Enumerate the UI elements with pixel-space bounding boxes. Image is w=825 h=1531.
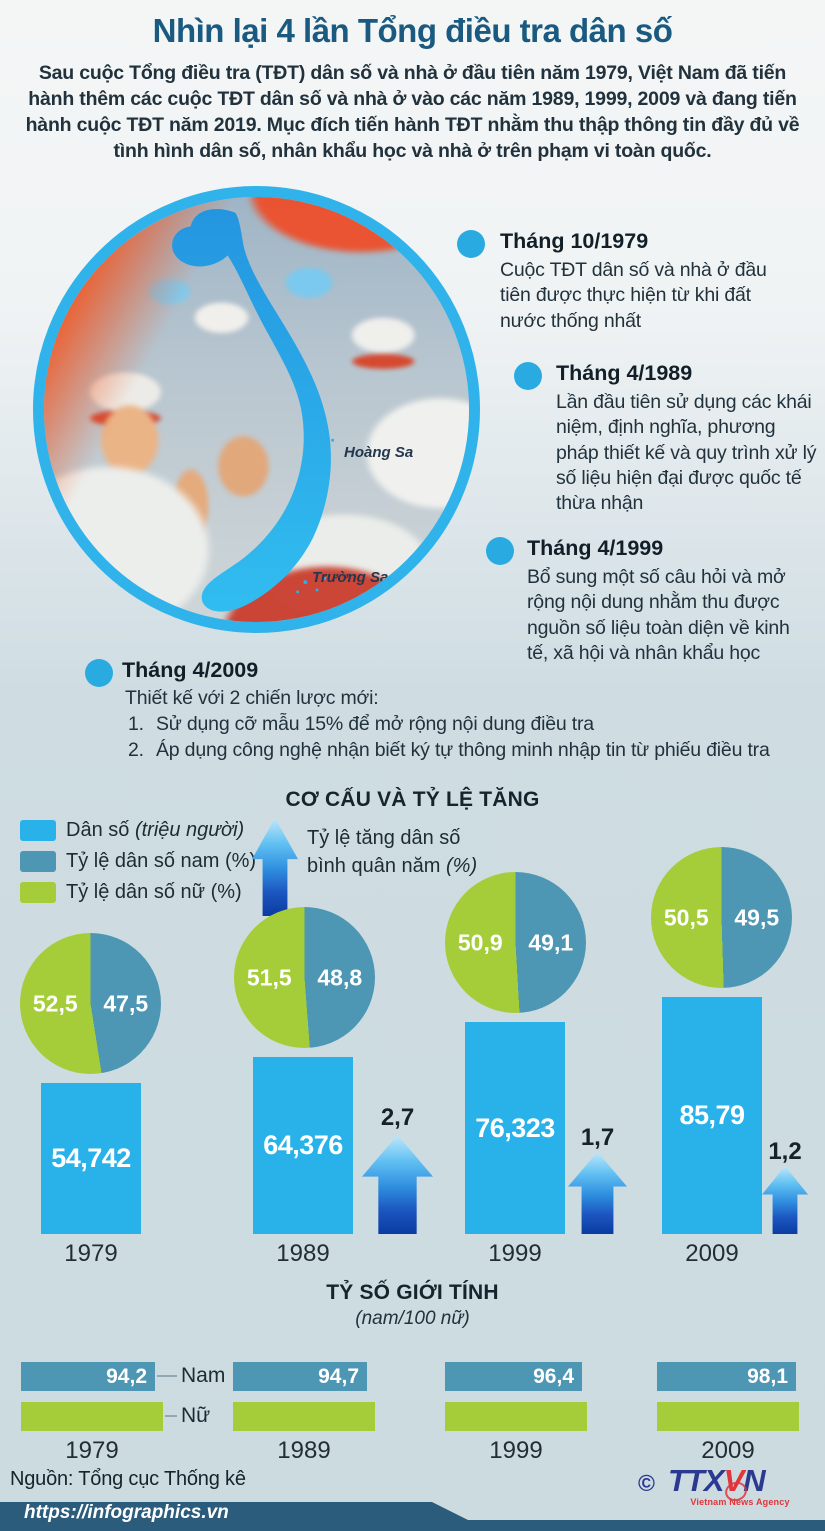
timeline-text-1979: Cuộc TĐT dân số và nhà ở đầu tiên được t… — [500, 259, 767, 332]
legend-population-text: Dân số — [66, 819, 135, 841]
ttxvn-logo: TTXVN — [668, 1463, 766, 1499]
item1-text: Sử dụng cỡ mẫu 15% để mở rộng nội dung đ… — [156, 713, 594, 735]
bar-2009 — [662, 997, 762, 1234]
timeline-text-1999: Bổ sung một số câu hỏi và mở rộng nội du… — [527, 566, 790, 665]
timeline-item2-2009: 2. Áp dụng công nghệ nhận biết ký tự thôn… — [128, 738, 818, 763]
timeline-date-1999: Tháng 4/1999 — [527, 536, 664, 560]
growth-1989-value: 2,7 — [380, 1104, 415, 1131]
growth-legend-unit: (%) — [446, 855, 478, 877]
gender-section-subtitle: (nam/100 nữ) — [355, 1308, 470, 1329]
pie-1999-female-value: 50,9 — [457, 929, 503, 955]
timeline-bullet-2009 — [85, 659, 113, 687]
gender-female-bar-1989 — [233, 1402, 375, 1431]
pie-1979-male-value: 47,5 — [103, 990, 149, 1016]
growth-legend-line1: Tỷ lệ tăng dân số — [307, 827, 461, 849]
growth-arrow-1999 — [568, 1152, 627, 1234]
gender-female-bar-2009 — [657, 1402, 799, 1431]
timeline-date-1979: Tháng 10/1979 — [500, 229, 649, 253]
pie-1989: 51,5 48,8 — [234, 907, 375, 1048]
bottom-banner: https://infographics.vn — [0, 1502, 825, 1531]
bar-1979-year: 1979 — [64, 1240, 118, 1267]
source-text: Nguồn: Tổng cục Thống kê — [10, 1468, 246, 1490]
logo-ttx-text: TTX — [668, 1463, 725, 1498]
growth-legend-line2: bình quân năm (%) — [307, 855, 477, 878]
timeline-item1-2009: 1. Sử dụng cỡ mẫu 15% để mở rộng nội dung… — [128, 712, 818, 737]
truong-sa-label: Trường Sa — [312, 569, 389, 586]
gender-year-2009: 2009 — [701, 1437, 755, 1464]
item2-text: Áp dụng công nghệ nhận biết ký tự thông … — [156, 739, 770, 761]
intro-paragraph: Sau cuộc Tổng điều tra (TĐT) dân số và n… — [25, 62, 800, 163]
growth-arrow-icon — [252, 818, 298, 916]
growth-arrow-1989 — [362, 1135, 433, 1234]
bar-1999-value: 76,323 — [475, 1113, 555, 1143]
gender-male-bar-1999: 96,4 — [445, 1362, 582, 1391]
pie-2009: 50,5 49,5 — [651, 847, 792, 988]
gender-year-1979: 1979 — [65, 1437, 119, 1464]
legend-label-female: Tỷ lệ dân số nữ (%) — [66, 881, 242, 903]
pie-1999: 50,9 49,1 — [445, 872, 586, 1013]
hoang-sa-label: Hoàng Sa — [344, 444, 414, 461]
bar-1989 — [253, 1057, 353, 1234]
gender-female-bar-1999 — [445, 1402, 587, 1431]
bar-1989-year: 1989 — [276, 1240, 330, 1267]
female-label-connector — [165, 1415, 177, 1417]
timeline-date-2009: Tháng 4/2009 — [122, 658, 259, 682]
copyright-symbol: © — [638, 1470, 655, 1496]
website-url: https://infographics.vn — [24, 1502, 229, 1523]
timeline-date-1989: Tháng 4/1989 — [556, 361, 693, 385]
female-row-label: Nữ — [181, 1404, 211, 1427]
growth-legend-text: bình quân năm — [307, 855, 446, 877]
logo-n-text: N — [743, 1463, 765, 1498]
structure-section-title: CƠ CẤU VÀ TỶ LỆ TĂNG — [285, 788, 540, 811]
bar-1979 — [41, 1083, 141, 1234]
bar-2009-value: 85,79 — [679, 1100, 745, 1130]
item1-number: 1. — [128, 713, 144, 735]
legend-population-unit: (triệu người) — [134, 819, 245, 841]
growth-2009-value: 1,2 — [768, 1138, 802, 1165]
pie-2009-male-value: 49,5 — [734, 904, 780, 930]
vietnam-map-icon — [172, 208, 335, 612]
bar-1999-year: 1999 — [488, 1240, 542, 1267]
page-title: Nhìn lại 4 lần Tổng điều tra dân số — [152, 12, 673, 49]
gender-male-bar-2009: 98,1 — [657, 1362, 796, 1391]
gender-female-bar-1979 — [21, 1402, 163, 1431]
legend-swatch-population — [20, 820, 56, 841]
bar-2009-year: 2009 — [685, 1240, 739, 1267]
pie-1979-female-value: 52,5 — [32, 990, 78, 1016]
item2-number: 2. — [128, 739, 144, 761]
photo-circle: Hoàng Sa Trường Sa — [33, 186, 480, 633]
timeline-bullet-1989 — [514, 362, 542, 390]
gender-year-1989: 1989 — [277, 1437, 331, 1464]
pie-1989-female-value: 51,5 — [246, 964, 292, 990]
male-label-connector — [157, 1375, 177, 1377]
legend-swatch-male — [20, 851, 56, 872]
pie-1979: 52,5 47,5 — [20, 933, 161, 1074]
gender-year-1999: 1999 — [489, 1437, 543, 1464]
timeline-bullet-1999 — [486, 537, 514, 565]
male-row-label: Nam — [181, 1364, 226, 1387]
timeline-bullet-1979 — [457, 230, 485, 258]
gender-section-title: TỶ SỐ GIỚI TÍNH — [326, 1281, 499, 1304]
growth-1999-value: 1,7 — [580, 1124, 615, 1151]
timeline-lead-2009: Thiết kế với 2 chiến lược mới: — [125, 687, 379, 709]
logo-subtitle: Vietnam News Agency — [690, 1497, 790, 1507]
pie-1989-male-value: 48,8 — [317, 964, 363, 990]
gender-male-bar-1979: 94,2 — [21, 1362, 155, 1391]
legend-label-male: Tỷ lệ dân số nam (%) — [66, 850, 257, 872]
bar-1979-value: 54,742 — [51, 1143, 131, 1173]
timeline-text-1989: Lần đầu tiên sử dụng các khái niệm, định… — [556, 391, 817, 515]
legend-label-population: Dân số (triệu người) — [66, 819, 244, 842]
pie-1999-male-value: 49,1 — [528, 929, 574, 955]
gender-male-bar-1989: 94,7 — [233, 1362, 367, 1391]
logo-v-text: V — [723, 1463, 745, 1498]
pie-2009-female-value: 50,5 — [663, 904, 709, 930]
bar-1999 — [465, 1022, 565, 1234]
bar-1989-value: 64,376 — [263, 1130, 343, 1160]
legend-swatch-female — [20, 882, 56, 903]
growth-arrow-2009 — [762, 1166, 808, 1234]
